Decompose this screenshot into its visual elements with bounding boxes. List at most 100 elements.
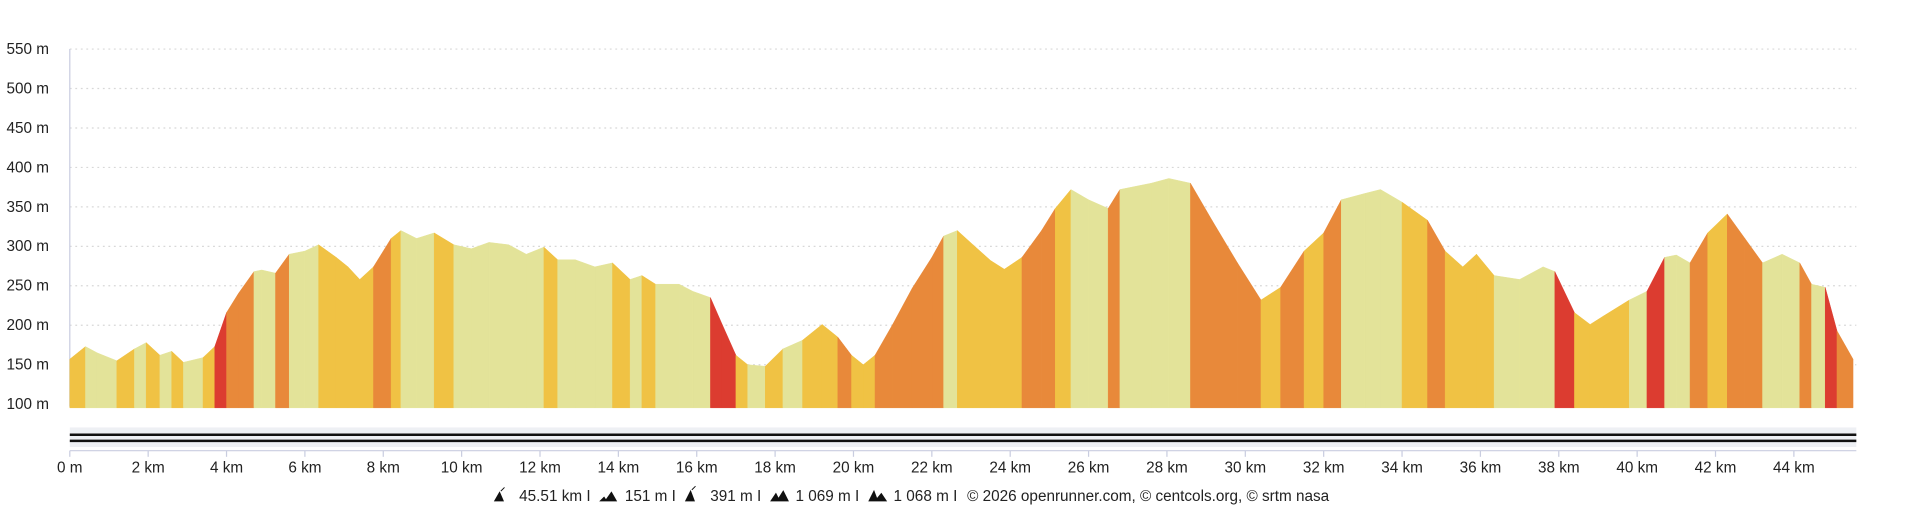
elevation-segment[interactable] — [1811, 283, 1826, 409]
elevation-segment[interactable] — [594, 262, 613, 409]
elevation-segment[interactable] — [1836, 329, 1854, 409]
elevation-segment[interactable] — [1444, 250, 1464, 409]
elevation-segment[interactable] — [275, 253, 290, 409]
elevation-segment[interactable] — [116, 348, 135, 409]
elevation-segment[interactable] — [183, 357, 204, 409]
elevation-segment[interactable] — [851, 354, 864, 409]
elevation-segment[interactable] — [1119, 182, 1152, 409]
elevation-segment[interactable] — [765, 348, 784, 409]
elevation-segment[interactable] — [1744, 237, 1763, 409]
elevation-segment[interactable] — [1168, 178, 1191, 409]
elevation-segment[interactable] — [347, 266, 360, 409]
elevation-segment[interactable] — [1762, 253, 1783, 409]
elevation-segment[interactable] — [692, 290, 711, 409]
elevation-segment[interactable] — [912, 256, 933, 409]
elevation-segment[interactable] — [1462, 253, 1477, 409]
elevation-segment[interactable] — [1542, 266, 1556, 409]
elevation-segment[interactable] — [134, 342, 147, 409]
elevation-segment[interactable] — [1341, 193, 1366, 409]
elevation-segment[interactable] — [373, 237, 392, 409]
elevation-segment[interactable] — [336, 256, 349, 409]
elevation-segment[interactable] — [721, 324, 737, 409]
elevation-area[interactable] — [69, 178, 1854, 409]
elevation-segment[interactable] — [318, 244, 337, 409]
elevation-segment[interactable] — [837, 336, 852, 409]
elevation-segment[interactable] — [390, 230, 402, 409]
elevation-segment[interactable] — [1427, 219, 1446, 409]
elevation-segment[interactable] — [1476, 253, 1495, 409]
elevation-segment[interactable] — [1664, 254, 1677, 409]
elevation-segment[interactable] — [1554, 271, 1575, 409]
elevation-segment[interactable] — [1280, 250, 1305, 409]
elevation-segment[interactable] — [1088, 199, 1109, 409]
elevation-segment[interactable] — [641, 275, 656, 409]
elevation-segment[interactable] — [1781, 253, 1801, 409]
elevation-segment[interactable] — [433, 232, 455, 409]
elevation-segment[interactable] — [710, 297, 723, 409]
elevation-segment[interactable] — [1364, 189, 1381, 409]
elevation-segment[interactable] — [1799, 262, 1812, 409]
elevation-segment[interactable] — [471, 242, 490, 409]
elevation-segment[interactable] — [1824, 287, 1838, 409]
elevation-segment[interactable] — [214, 312, 227, 409]
elevation-segment[interactable] — [226, 292, 239, 409]
elevation-segment[interactable] — [453, 244, 472, 409]
navigator-background[interactable] — [69, 427, 1857, 448]
elevation-segment[interactable] — [1237, 262, 1262, 409]
elevation-segment[interactable] — [1519, 266, 1544, 409]
elevation-segment[interactable] — [1589, 315, 1605, 409]
elevation-segment[interactable] — [557, 259, 576, 409]
elevation-segment[interactable] — [159, 350, 172, 409]
elevation-segment[interactable] — [575, 259, 596, 409]
elevation-segment[interactable] — [1629, 290, 1648, 409]
elevation-segment[interactable] — [238, 270, 255, 409]
elevation-segment[interactable] — [1190, 182, 1213, 409]
range-navigator[interactable] — [69, 427, 1857, 448]
elevation-segment[interactable] — [821, 323, 839, 409]
elevation-segment[interactable] — [1380, 189, 1403, 409]
elevation-segment[interactable] — [1401, 201, 1428, 409]
elevation-segment[interactable] — [1041, 207, 1056, 409]
elevation-segment[interactable] — [990, 260, 1005, 409]
elevation-segment[interactable] — [1211, 219, 1238, 409]
elevation-segment[interactable] — [359, 266, 374, 409]
elevation-segment[interactable] — [735, 354, 748, 409]
elevation-segment[interactable] — [1493, 275, 1520, 409]
elevation-segment[interactable] — [1727, 213, 1746, 409]
elevation-segment[interactable] — [802, 323, 823, 409]
elevation-segment[interactable] — [96, 352, 118, 409]
elevation-segment[interactable] — [69, 346, 86, 409]
elevation-segment[interactable] — [145, 342, 161, 409]
elevation-segment[interactable] — [171, 350, 184, 409]
elevation-segment[interactable] — [1676, 254, 1691, 409]
elevation-segment[interactable] — [892, 288, 913, 409]
elevation-segment[interactable] — [1303, 232, 1324, 409]
elevation-segment[interactable] — [202, 345, 216, 409]
elevation-segment[interactable] — [1603, 299, 1630, 409]
elevation-segment[interactable] — [612, 262, 631, 409]
elevation-segment[interactable] — [1004, 256, 1023, 409]
elevation-segment[interactable] — [261, 269, 276, 409]
elevation-segment[interactable] — [874, 323, 893, 409]
elevation-segment[interactable] — [782, 339, 803, 409]
elevation-segment[interactable] — [1574, 312, 1591, 409]
elevation-segment[interactable] — [957, 230, 974, 409]
elevation-segment[interactable] — [400, 230, 417, 409]
elevation-segment[interactable] — [943, 230, 958, 409]
elevation-segment[interactable] — [1260, 286, 1281, 409]
elevation-segment[interactable] — [1055, 188, 1072, 409]
elevation-segment[interactable] — [678, 283, 694, 409]
elevation-segment[interactable] — [304, 244, 319, 409]
elevation-segment[interactable] — [863, 354, 876, 409]
elevation-segment[interactable] — [1646, 257, 1665, 409]
elevation-segment[interactable] — [488, 242, 509, 409]
elevation-segment[interactable] — [655, 283, 680, 409]
elevation-segment[interactable] — [1707, 213, 1728, 409]
elevation-segment[interactable] — [416, 232, 435, 409]
elevation-segment[interactable] — [1689, 232, 1708, 409]
elevation-segment[interactable] — [526, 246, 545, 409]
elevation-segment[interactable] — [288, 250, 306, 409]
elevation-segment[interactable] — [1107, 188, 1121, 409]
elevation-segment[interactable] — [1021, 229, 1042, 409]
elevation-segment[interactable] — [747, 364, 766, 409]
